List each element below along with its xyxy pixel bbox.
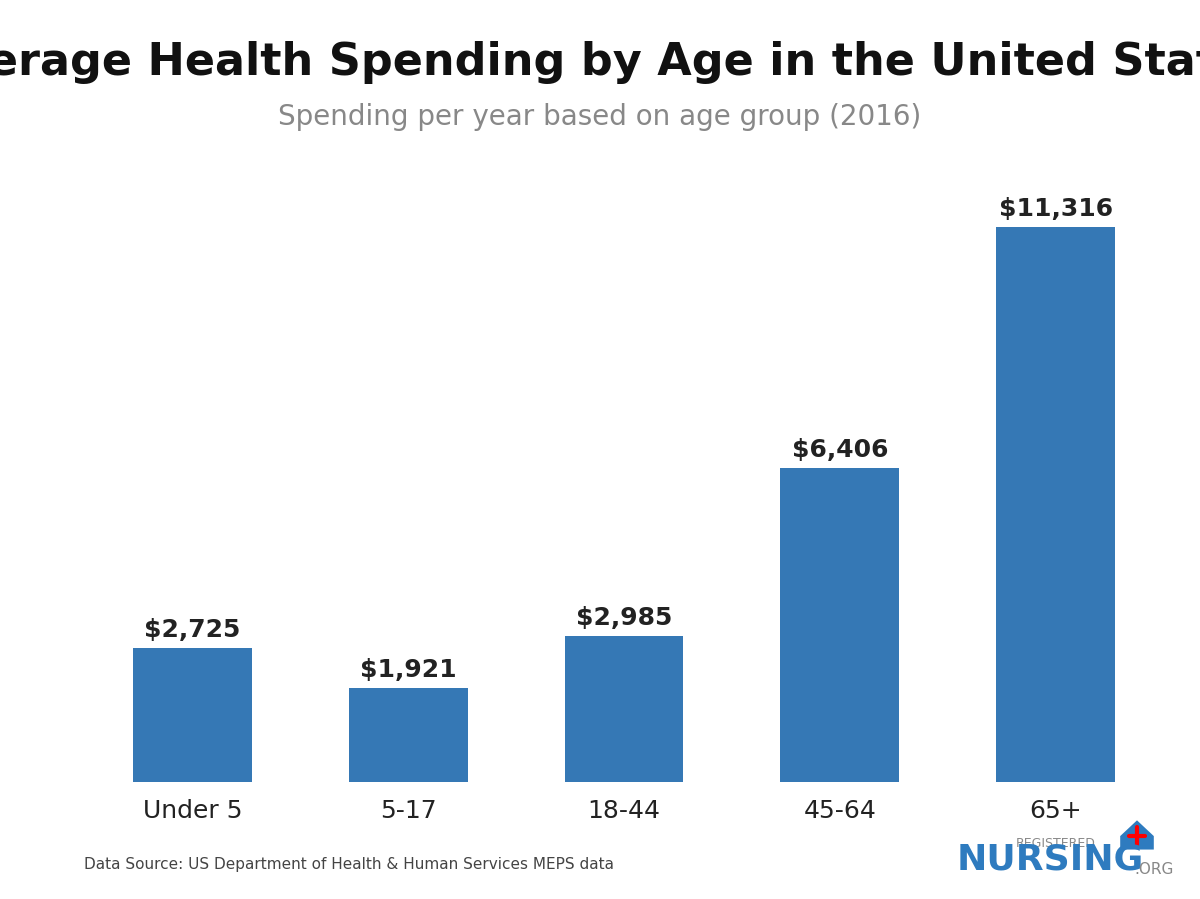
Text: Data Source: US Department of Health & Human Services MEPS data: Data Source: US Department of Health & H… [84, 857, 614, 872]
Text: REGISTERED: REGISTERED [1016, 837, 1096, 850]
Text: Average Health Spending by Age in the United States: Average Health Spending by Age in the Un… [0, 41, 1200, 85]
Text: $2,725: $2,725 [144, 619, 241, 643]
Text: $2,985: $2,985 [576, 606, 672, 629]
Bar [349, 688, 468, 782]
Text: Spending per year based on age group (2016): Spending per year based on age group (20… [278, 102, 922, 131]
Bar [996, 227, 1115, 782]
Text: $1,921: $1,921 [360, 658, 456, 682]
Text: .ORG: .ORG [1134, 861, 1174, 877]
Bar [565, 636, 683, 782]
Text: $6,406: $6,406 [792, 438, 888, 462]
Text: NURSING: NURSING [956, 842, 1144, 877]
Polygon shape [1121, 820, 1154, 850]
Bar [133, 648, 252, 782]
Text: $11,316: $11,316 [998, 197, 1112, 220]
Bar [780, 467, 899, 782]
